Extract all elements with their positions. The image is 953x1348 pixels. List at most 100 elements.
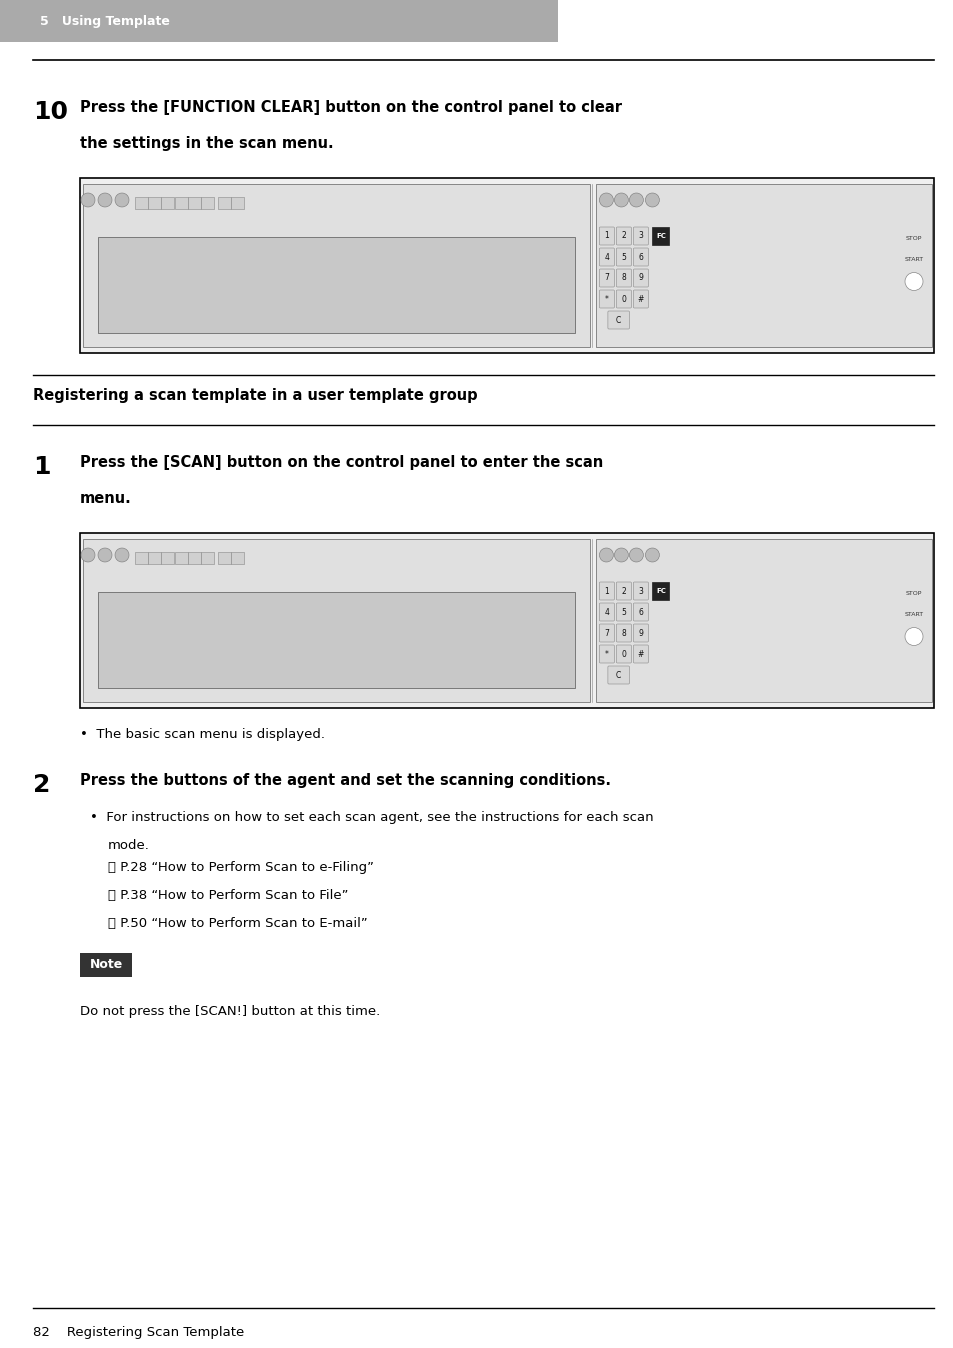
Circle shape [904,272,923,291]
Text: 8: 8 [620,628,625,638]
FancyBboxPatch shape [652,226,669,245]
Text: the settings in the scan menu.: the settings in the scan menu. [80,136,334,151]
FancyBboxPatch shape [80,532,933,708]
Circle shape [115,193,129,208]
Text: STOP: STOP [904,590,922,596]
Text: FC: FC [656,233,665,239]
Text: 5: 5 [620,608,626,616]
FancyBboxPatch shape [633,290,648,307]
Text: •  For instructions on how to set each scan agent, see the instructions for each: • For instructions on how to set each sc… [90,811,653,824]
Text: mode.: mode. [108,838,150,852]
Text: Press the [FUNCTION CLEAR] button on the control panel to clear: Press the [FUNCTION CLEAR] button on the… [80,100,621,115]
Text: Registering a scan template in a user template group: Registering a scan template in a user te… [33,388,477,403]
Text: #: # [637,294,643,303]
Circle shape [629,193,642,208]
Text: #: # [637,650,643,659]
Text: START: START [903,257,923,262]
FancyBboxPatch shape [633,226,648,245]
Text: 3: 3 [638,586,642,596]
FancyBboxPatch shape [607,311,629,329]
Text: 6: 6 [638,608,642,616]
FancyBboxPatch shape [218,197,231,209]
Text: ⒨ P.28 “How to Perform Scan to e-Filing”: ⒨ P.28 “How to Perform Scan to e-Filing” [108,861,374,874]
Text: 7: 7 [604,628,609,638]
FancyBboxPatch shape [607,666,629,683]
Circle shape [81,549,95,562]
Circle shape [645,193,659,208]
Circle shape [98,549,112,562]
FancyBboxPatch shape [633,582,648,600]
FancyBboxPatch shape [98,592,575,687]
Text: 4: 4 [604,608,609,616]
FancyBboxPatch shape [598,624,614,642]
FancyBboxPatch shape [201,197,213,209]
Text: *: * [604,294,608,303]
Text: ⒨ P.50 “How to Perform Scan to E-mail”: ⒨ P.50 “How to Perform Scan to E-mail” [108,917,367,930]
Circle shape [614,193,628,208]
FancyBboxPatch shape [83,183,590,346]
Text: 4: 4 [604,252,609,262]
Text: 1: 1 [604,586,609,596]
Text: 8: 8 [620,274,625,283]
FancyBboxPatch shape [231,197,244,209]
FancyBboxPatch shape [161,197,173,209]
Text: 6: 6 [638,252,642,262]
Text: 1: 1 [604,232,609,240]
Text: 1: 1 [33,456,51,479]
FancyBboxPatch shape [652,582,669,600]
FancyBboxPatch shape [83,539,590,702]
Text: 2: 2 [33,772,51,797]
Text: *: * [604,650,608,659]
Circle shape [98,193,112,208]
Text: C: C [616,315,620,325]
FancyBboxPatch shape [616,290,631,307]
Text: Note: Note [90,958,123,972]
Text: 5: 5 [620,252,626,262]
Text: Press the [SCAN] button on the control panel to enter the scan: Press the [SCAN] button on the control p… [80,456,602,470]
FancyBboxPatch shape [633,603,648,621]
FancyBboxPatch shape [616,603,631,621]
FancyBboxPatch shape [598,270,614,287]
Text: START: START [903,612,923,617]
Circle shape [904,628,923,646]
Text: 82    Registering Scan Template: 82 Registering Scan Template [33,1326,244,1339]
FancyBboxPatch shape [80,953,132,977]
FancyBboxPatch shape [148,197,161,209]
FancyBboxPatch shape [598,582,614,600]
FancyBboxPatch shape [616,270,631,287]
Text: 3: 3 [638,232,642,240]
Text: Do not press the [SCAN!] button at this time.: Do not press the [SCAN!] button at this … [80,1006,380,1018]
Circle shape [115,549,129,562]
Text: 0: 0 [620,650,626,659]
Text: FC: FC [656,588,665,594]
Text: 2: 2 [620,232,625,240]
FancyBboxPatch shape [148,551,161,563]
FancyBboxPatch shape [201,551,213,563]
FancyBboxPatch shape [633,248,648,266]
FancyBboxPatch shape [174,197,188,209]
FancyBboxPatch shape [135,197,148,209]
Circle shape [645,549,659,562]
Text: Press the buttons of the agent and set the scanning conditions.: Press the buttons of the agent and set t… [80,772,610,789]
Circle shape [81,193,95,208]
FancyBboxPatch shape [188,197,201,209]
FancyBboxPatch shape [616,226,631,245]
Circle shape [598,193,613,208]
FancyBboxPatch shape [98,237,575,333]
Text: STOP: STOP [904,236,922,241]
Text: 0: 0 [620,294,626,303]
FancyBboxPatch shape [616,624,631,642]
Text: 10: 10 [33,100,68,124]
FancyBboxPatch shape [598,248,614,266]
FancyBboxPatch shape [161,551,173,563]
FancyBboxPatch shape [0,0,558,42]
Circle shape [614,549,628,562]
FancyBboxPatch shape [598,226,614,245]
Text: ⒨ P.38 “How to Perform Scan to File”: ⒨ P.38 “How to Perform Scan to File” [108,888,348,902]
Text: 2: 2 [620,586,625,596]
FancyBboxPatch shape [633,624,648,642]
Text: C: C [616,670,620,679]
Circle shape [629,549,642,562]
FancyBboxPatch shape [218,551,231,563]
FancyBboxPatch shape [188,551,201,563]
